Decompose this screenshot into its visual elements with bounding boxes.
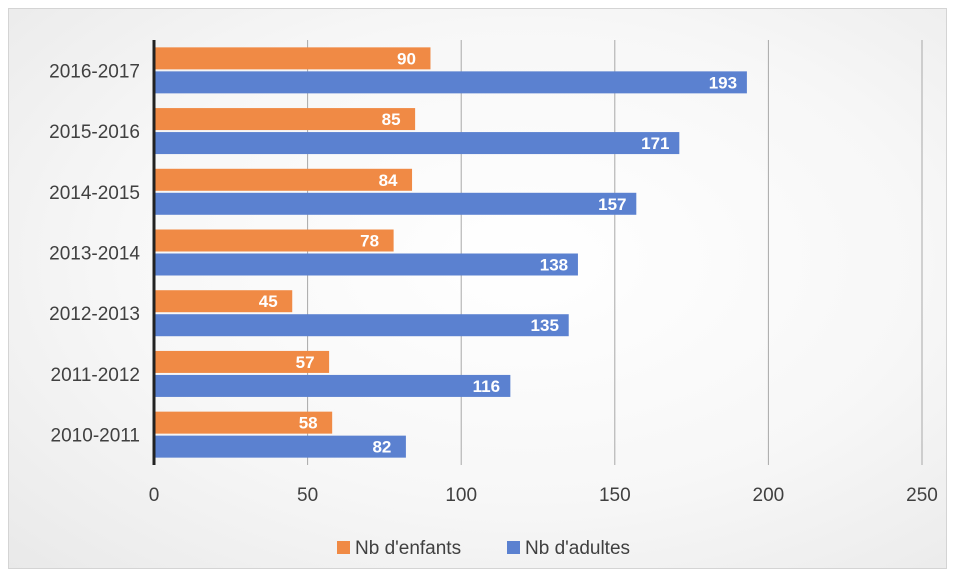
y-category-label: 2016-2017 [49, 61, 140, 82]
legend-swatch [337, 541, 350, 554]
data-label: 171 [641, 134, 669, 153]
data-label: 135 [531, 316, 559, 335]
data-label: 193 [709, 73, 737, 92]
data-label: 78 [360, 232, 379, 251]
bar [154, 411, 333, 434]
data-label: 45 [259, 292, 278, 311]
data-label: 157 [598, 195, 626, 214]
bar [154, 229, 394, 252]
bar [154, 290, 293, 313]
data-label: 90 [397, 49, 416, 68]
bar [154, 71, 747, 94]
data-label: 85 [382, 110, 401, 129]
y-category-label: 2014-2015 [49, 183, 140, 204]
y-category-label: 2013-2014 [49, 244, 140, 265]
y-category-label: 2015-2016 [49, 122, 140, 143]
gridlines [307, 40, 923, 465]
x-tick-label: 250 [906, 485, 938, 506]
x-tick-label: 150 [599, 485, 631, 506]
bar [154, 192, 637, 215]
x-tick-label: 50 [297, 485, 318, 506]
bar [154, 168, 413, 191]
data-label: 57 [296, 353, 315, 372]
x-tick-label: 200 [753, 485, 785, 506]
chart-frame [8, 8, 947, 569]
data-label: 82 [372, 438, 391, 457]
legend-swatch [507, 541, 520, 554]
data-label: 116 [473, 377, 500, 396]
y-category-label: 2012-2013 [49, 304, 140, 325]
bar [154, 47, 431, 70]
data-label: 138 [540, 256, 568, 275]
y-axis-categories: 2010-2011 2011-2012 2012-2013 2013-2014 2014… [49, 61, 140, 446]
x-tick-label: 100 [445, 485, 477, 506]
data-label: 84 [379, 171, 398, 190]
bar [154, 435, 406, 458]
legend-label: Nb d'enfants [355, 538, 461, 559]
bar [154, 350, 330, 373]
bars: 58 82 57 116 45 135 78 138 84 157 85 171 90 193 [154, 47, 747, 458]
bar [154, 374, 511, 397]
y-category-label: 2010-2011 [51, 426, 140, 447]
x-tick-label: 0 [149, 485, 160, 506]
y-category-label: 2011-2012 [51, 365, 140, 386]
x-axis-ticks: 0 50 100 150 200 250 [149, 485, 938, 506]
data-label: 58 [299, 414, 318, 433]
bar [154, 108, 416, 131]
bar [154, 253, 578, 276]
bar [154, 132, 680, 155]
legend: Nb d'enfants Nb d'adultes [337, 538, 630, 559]
bar [154, 314, 569, 337]
legend-label: Nb d'adultes [525, 538, 630, 559]
